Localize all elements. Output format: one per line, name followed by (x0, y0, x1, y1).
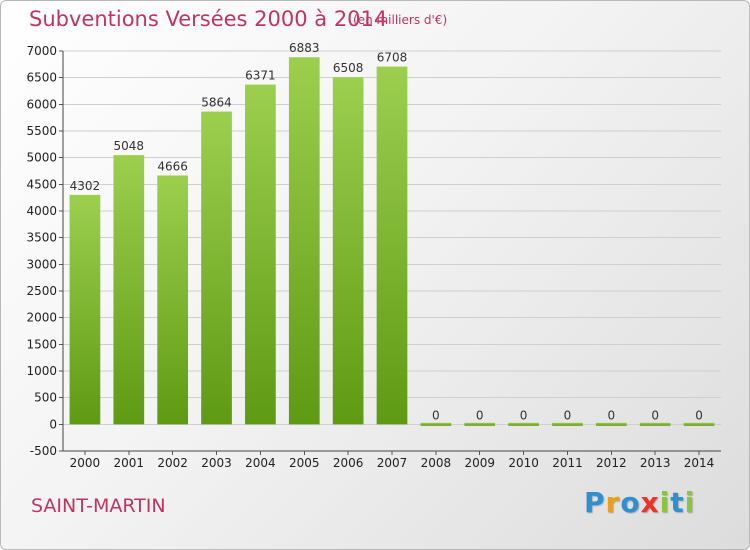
bar (245, 84, 276, 425)
value-label: 0 (564, 408, 572, 422)
unit-label: (en milliers d'€) (353, 13, 448, 27)
x-tick-label: 2012 (596, 456, 627, 470)
logo-letter: x (640, 486, 660, 519)
axes: -500 0 500 1000 1500 2000 2500 3000 3500 4000 4500… (26, 44, 721, 470)
y-tick-label: 500 (34, 391, 57, 405)
y-tick-label: 2000 (26, 311, 57, 325)
x-tick-label: 2002 (157, 456, 188, 470)
bar (508, 422, 539, 426)
x-tick-label: 2004 (245, 456, 276, 470)
x-tick-label: 2007 (377, 456, 408, 470)
y-tick-label: 7000 (26, 44, 57, 58)
value-label: 0 (695, 408, 703, 422)
bar (332, 77, 364, 425)
logo-letter: o (620, 486, 641, 519)
bar (552, 422, 583, 426)
value-label: 0 (608, 408, 616, 422)
y-tick-label: 4500 (26, 177, 57, 191)
y-tick-label: 1500 (26, 337, 57, 351)
value-label: 4666 (157, 159, 188, 173)
value-label: 5864 (201, 96, 232, 110)
value-label: 0 (651, 408, 659, 422)
bar (595, 422, 627, 426)
value-label: 6508 (333, 61, 364, 75)
proxiti-logo: Proxiti (584, 486, 695, 519)
logo-letter: i (684, 486, 696, 519)
y-tick-label: 0 (49, 417, 57, 431)
chart-title: Subventions Versées 2000 à 2014 (29, 7, 388, 31)
place-name: SAINT-MARTIN (31, 495, 166, 517)
y-tick-label: 6000 (26, 97, 57, 111)
bar (464, 422, 496, 426)
x-tick-label: 2000 (70, 456, 101, 470)
value-label: 6708 (377, 51, 408, 65)
y-tick-label: -500 (30, 444, 57, 458)
bar (157, 175, 189, 425)
value-labels: 4302 5048 4666 5864 6371 6883 6508 6708 0 0 0 0 0 0 0 (70, 41, 703, 422)
logo-letter: P (584, 486, 606, 519)
x-tick-label: 2006 (333, 456, 364, 470)
y-tick-label: 5500 (26, 124, 57, 138)
x-tick-label: 2014 (684, 456, 715, 470)
bar (683, 422, 715, 426)
value-label: 0 (432, 408, 440, 422)
y-tick-label: 3500 (26, 231, 57, 245)
bar (113, 155, 145, 425)
logo-letter: t (670, 486, 685, 519)
logo-letter: i (659, 486, 671, 519)
x-tick-label: 2010 (508, 456, 539, 470)
x-tick-label: 2011 (552, 456, 583, 470)
value-label: 4302 (70, 179, 101, 193)
value-label: 5048 (114, 139, 145, 153)
y-tick-label: 6500 (26, 71, 57, 85)
value-label: 6371 (245, 69, 276, 83)
bar (376, 66, 408, 425)
y-tick-label: 2500 (26, 284, 57, 298)
bars (69, 57, 715, 426)
x-tick-label: 2001 (114, 456, 145, 470)
y-tick-label: 3000 (26, 257, 57, 271)
y-tick-label: 5000 (26, 151, 57, 165)
bar (420, 422, 452, 426)
y-tick-label: 1000 (26, 364, 57, 378)
x-tick-label: 2013 (640, 456, 671, 470)
y-tick-label: 4000 (26, 204, 57, 218)
x-tick-label: 2003 (201, 456, 232, 470)
value-label: 0 (476, 408, 484, 422)
x-tick-label: 2008 (421, 456, 452, 470)
logo-letter: r (605, 486, 621, 519)
bar (69, 194, 101, 425)
value-label: 6883 (289, 41, 320, 55)
x-tick-label: 2009 (464, 456, 495, 470)
bar (639, 422, 671, 426)
bar (201, 111, 232, 425)
bar (288, 57, 320, 425)
value-label: 0 (520, 408, 528, 422)
x-tick-label: 2005 (289, 456, 320, 470)
